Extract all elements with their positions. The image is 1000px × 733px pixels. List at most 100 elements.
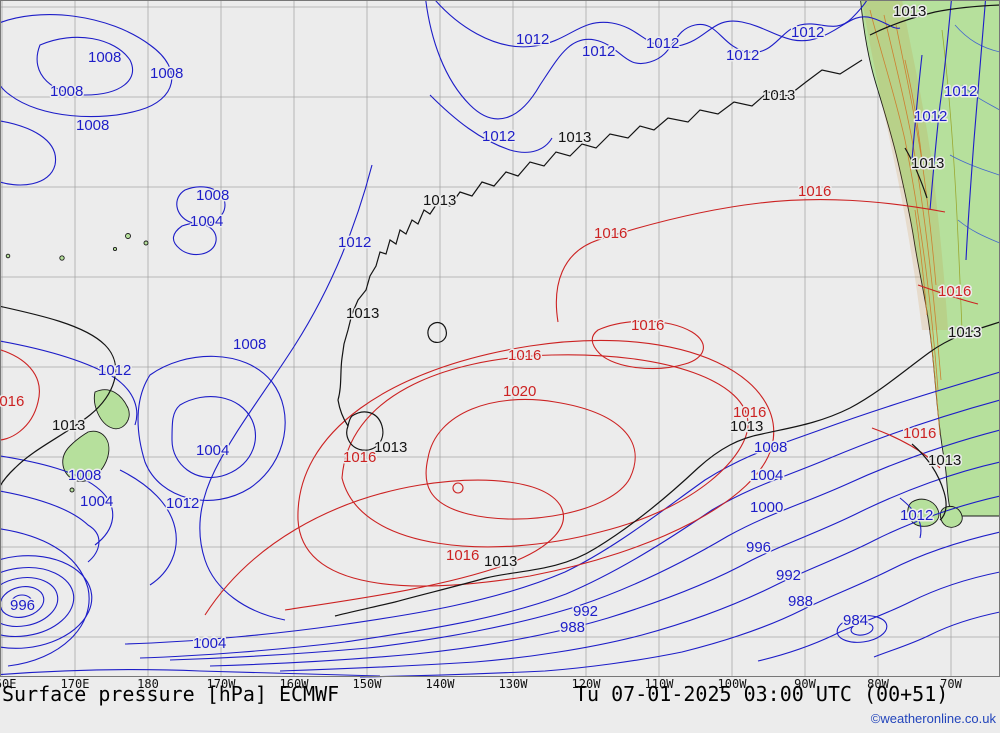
pressure-labels: 1008 1008 1008 1008 1008 1004 1012 1012 1012 1012… [0, 2, 983, 654]
island [112, 246, 118, 252]
pressure-label: 1012 [900, 507, 933, 524]
pressure-label: 1013 [346, 305, 379, 322]
isobar [0, 528, 90, 667]
longitude-label: 80W [867, 677, 889, 691]
pressure-label: 1012 [582, 43, 615, 60]
pressure-label: 1012 [791, 24, 824, 41]
island [5, 253, 11, 259]
pressure-label: 988 [788, 593, 813, 610]
longitude-label: 180 [137, 677, 159, 691]
isobar [591, 320, 704, 370]
pressure-label: 1004 [193, 635, 226, 652]
isobars-1013 [0, 4, 1000, 617]
land-group [5, 0, 1000, 528]
isobar-1013 [337, 59, 863, 427]
isobar [119, 469, 177, 586]
isobar-1013 [427, 321, 447, 343]
pressure-label: 1008 [150, 65, 183, 82]
isobar [139, 399, 1000, 659]
pressure-label: 1008 [196, 187, 229, 204]
pressure-label: 984 [843, 612, 868, 629]
isobar [204, 479, 564, 616]
pressure-label: 1016 [798, 183, 831, 200]
pressure-label: 1016 [508, 347, 541, 364]
pressure-label: 1013 [374, 439, 407, 456]
pressure-label: 1008 [68, 467, 101, 484]
isobars-high [0, 199, 979, 616]
pressure-label: 1004 [750, 467, 783, 484]
isobar-1013 [0, 305, 117, 488]
terrain-contour [914, 209, 928, 316]
pressure-label: 1016 [446, 547, 479, 564]
pressure-label: 1013 [948, 324, 981, 341]
isobar [137, 355, 286, 501]
isobar [36, 36, 134, 96]
isobar-low-center [836, 615, 888, 643]
longitude-label: 100W [718, 677, 748, 691]
pressure-label: 1013 [52, 417, 85, 434]
terrain-contour [929, 329, 941, 436]
longitude-label: 170W [207, 677, 237, 691]
pressure-label: 1013 [558, 129, 591, 146]
isobar [209, 461, 1000, 667]
pressure-label: 1008 [88, 49, 121, 66]
longitude-label: 90W [794, 677, 816, 691]
pressure-label: 1012 [944, 83, 977, 100]
longitude-label: 150W [353, 677, 383, 691]
pressure-label: 988 [560, 619, 585, 636]
isobar [555, 199, 946, 323]
isobar [171, 396, 256, 478]
isobar-1013 [334, 321, 1000, 617]
pressure-label: 1013 [730, 418, 763, 435]
isobar [917, 284, 979, 305]
island [69, 487, 75, 493]
pressure-label: 992 [776, 567, 801, 584]
longitude-label: 110W [645, 677, 675, 691]
new-zealand-north-island [93, 389, 130, 430]
pressure-label: 1012 [338, 234, 371, 251]
isobar [965, 0, 987, 261]
pressure-label: 1008 [754, 439, 787, 456]
terrain-contour [869, 9, 939, 391]
island [59, 255, 65, 261]
longitude-label: 140W [426, 677, 456, 691]
pressure-label: 1008 [50, 83, 83, 100]
pressure-label: 996 [10, 597, 35, 614]
isobar [899, 497, 922, 539]
isobar [0, 669, 381, 677]
pressure-label: 1016 [938, 283, 971, 300]
pressure-label: 1013 [911, 155, 944, 172]
isobar-1013 [346, 411, 384, 451]
longitude-label: 70W [940, 677, 962, 691]
isobar-1013 [911, 443, 947, 521]
pressure-label: 1016 [903, 425, 936, 442]
pressure-label: 1013 [928, 452, 961, 469]
pressure-label: 1004 [190, 213, 223, 230]
isobar [757, 571, 1000, 662]
isobar [871, 427, 941, 469]
terrain-contour [895, 24, 937, 286]
pressure-label: 996 [746, 539, 771, 556]
isobar [850, 622, 874, 636]
pressure-label: 1012 [98, 362, 131, 379]
isobar [199, 164, 373, 621]
island [143, 240, 149, 246]
pressure-label: 1004 [80, 493, 113, 510]
pressure-label: 1012 [726, 47, 759, 64]
pressure-label: 1008 [76, 117, 109, 134]
isobar [429, 94, 553, 153]
isobar [0, 455, 114, 546]
copyright: ©weatheronline.co.uk [871, 711, 997, 726]
river [949, 154, 1000, 176]
pressure-label: 1004 [196, 442, 229, 459]
pressure-label: 1012 [166, 495, 199, 512]
isobar [124, 371, 1000, 645]
terrain-contour [904, 59, 923, 161]
isobars-low [0, 0, 1000, 678]
valid-datetime: Tu 07-01-2025 03:00 UTC (00+51) [575, 682, 948, 706]
pressure-label: 1008 [233, 336, 266, 353]
isobar-low-center [11, 594, 33, 610]
isobar [176, 186, 226, 225]
